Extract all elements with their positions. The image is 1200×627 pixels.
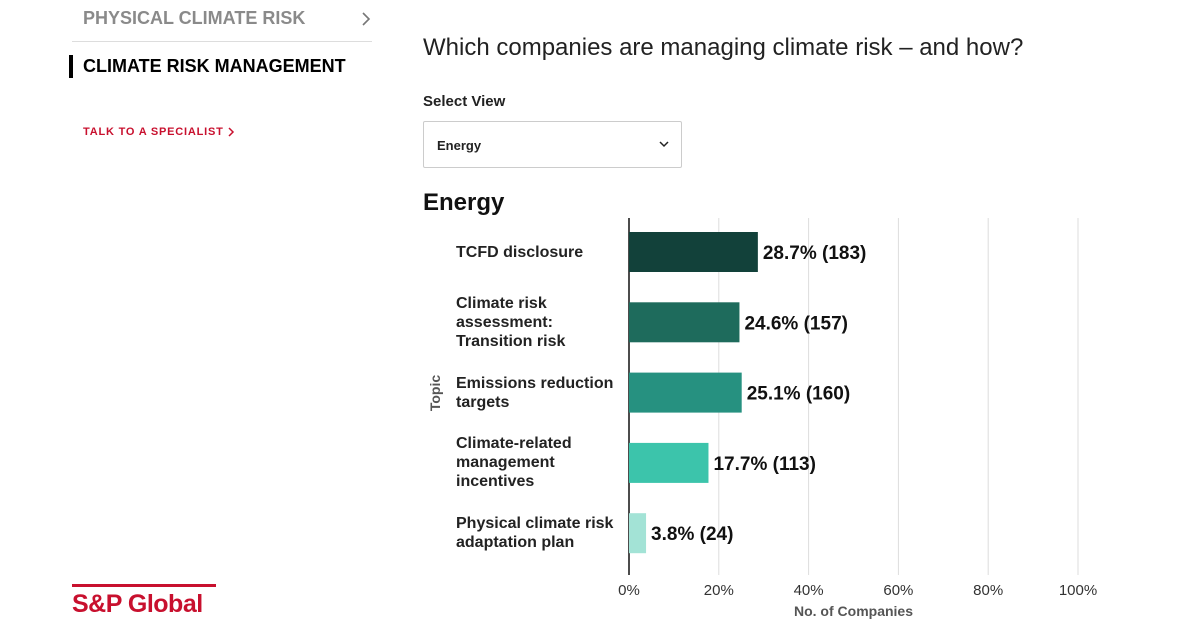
y-axis-label: Topic [427,375,443,412]
nav-item[interactable]: PHYSICAL CLIMATE RISK [83,8,306,28]
category-label: Climate-related management incentives [456,435,572,491]
value-label: 3.8% (24) [651,524,733,545]
bar [629,302,740,343]
value-label: 25.1% (160) [747,384,851,405]
x-tick-label: 100% [1059,582,1097,599]
x-tick-label: 0% [618,582,640,599]
bar [629,442,709,483]
logo[interactable]: S&P Global [72,590,203,618]
cta-link[interactable]: TALK TO A SPECIALIST [83,126,224,138]
active-marker [69,55,73,78]
value-label: 28.7% (183) [763,243,867,264]
select-value[interactable]: Energy [437,138,482,153]
cta-chevron[interactable] [227,127,235,137]
divider [72,41,372,42]
category-label: TCFD disclosure [456,243,584,261]
bar [629,372,742,413]
dropdown-icon[interactable] [659,140,669,148]
value-label: 17.7% (113) [713,454,815,475]
chevron-icon[interactable] [360,11,372,27]
select-box[interactable] [423,121,682,168]
x-tick-label: 80% [973,582,1003,599]
category-label: Climate risk assessment: Transition risk [456,294,566,350]
logo-rule [72,584,216,587]
chart-title: Energy [423,189,505,216]
x-tick-label: 60% [883,582,913,599]
nav-item-active[interactable]: CLIMATE RISK MANAGEMENT [83,56,346,76]
bar [629,232,758,272]
value-label: 24.6% (157) [744,313,848,334]
x-tick-label: 20% [704,582,734,599]
category-label: Physical climate risk adaptation plan [456,515,614,552]
x-tick-label: 40% [794,582,824,599]
heading: Which companies are managing climate ris… [423,34,1024,61]
select-label: Select View [423,93,506,110]
bar [629,513,647,554]
category-label: Emissions reduction targets [456,374,614,411]
x-axis-label: No. of Companies [794,603,913,619]
